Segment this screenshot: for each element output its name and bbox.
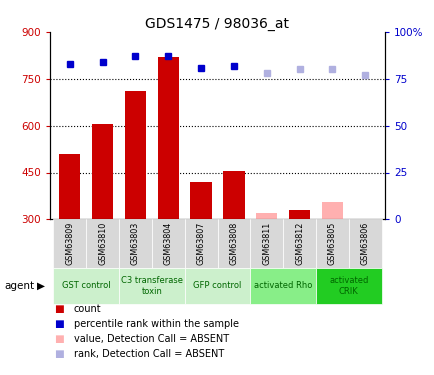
Text: ■: ■ — [54, 304, 64, 314]
Text: GSM63810: GSM63810 — [98, 222, 107, 266]
Text: GST control: GST control — [62, 281, 110, 291]
Bar — [119, 268, 184, 304]
Bar — [256, 213, 277, 219]
Text: GSM63807: GSM63807 — [196, 222, 205, 266]
Text: GFP control: GFP control — [193, 281, 241, 291]
Text: GSM63806: GSM63806 — [360, 222, 369, 266]
Text: GSM63809: GSM63809 — [65, 222, 74, 266]
Text: rank, Detection Call = ABSENT: rank, Detection Call = ABSENT — [74, 350, 224, 359]
Bar — [315, 219, 348, 268]
Bar — [92, 124, 113, 219]
Text: GSM63805: GSM63805 — [327, 222, 336, 266]
Text: GSM63812: GSM63812 — [294, 222, 303, 266]
Bar — [190, 182, 211, 219]
Text: percentile rank within the sample: percentile rank within the sample — [74, 320, 238, 329]
Text: GSM63803: GSM63803 — [131, 222, 140, 266]
Bar — [250, 268, 315, 304]
Bar — [125, 91, 146, 219]
Bar — [86, 219, 119, 268]
Bar — [321, 202, 342, 219]
Text: activated
CRIK: activated CRIK — [329, 276, 368, 296]
Bar — [217, 219, 250, 268]
Text: count: count — [74, 304, 102, 314]
Bar — [283, 219, 315, 268]
Text: activated Rho: activated Rho — [253, 281, 312, 291]
Text: ■: ■ — [54, 334, 64, 344]
Bar — [59, 154, 80, 219]
Bar — [184, 219, 217, 268]
Text: ▶: ▶ — [37, 281, 45, 291]
Bar — [348, 219, 381, 268]
Text: GSM63804: GSM63804 — [163, 222, 172, 266]
Bar — [151, 219, 184, 268]
Text: ■: ■ — [54, 350, 64, 359]
Bar — [119, 219, 151, 268]
Text: C3 transferase
toxin: C3 transferase toxin — [121, 276, 182, 296]
Bar — [288, 210, 309, 219]
Bar — [223, 171, 244, 219]
Bar — [250, 219, 283, 268]
Text: GSM63811: GSM63811 — [262, 222, 271, 266]
Bar — [53, 268, 119, 304]
Bar — [53, 219, 86, 268]
Text: agent: agent — [4, 281, 34, 291]
Text: ■: ■ — [54, 320, 64, 329]
Bar — [157, 57, 178, 219]
Text: value, Detection Call = ABSENT: value, Detection Call = ABSENT — [74, 334, 229, 344]
Bar — [184, 268, 250, 304]
Text: GDS1475 / 98036_at: GDS1475 / 98036_at — [145, 17, 289, 31]
Text: GSM63808: GSM63808 — [229, 222, 238, 266]
Bar — [315, 268, 381, 304]
